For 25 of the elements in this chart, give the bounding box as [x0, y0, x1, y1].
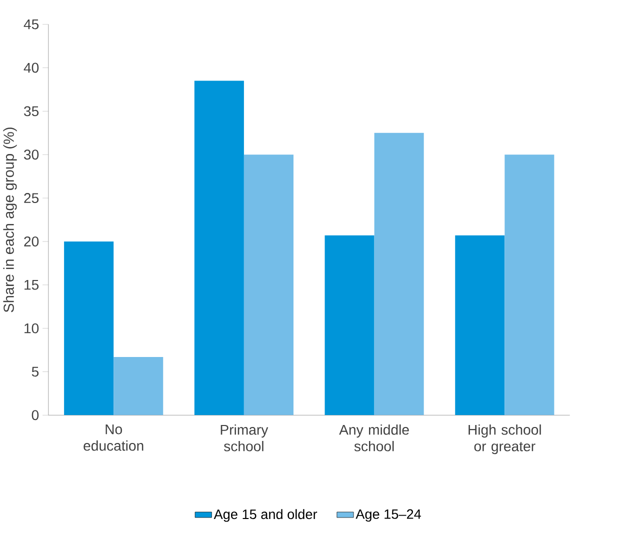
bar: [194, 80, 244, 416]
bar: [64, 241, 114, 416]
legend-label: Age 15 and older: [214, 509, 318, 522]
y-axis-title: Share in each age group (%): [3, 128, 17, 312]
y-tick-label: 15: [24, 280, 39, 290]
bar: [114, 356, 164, 416]
legend-label: Age 15–24: [356, 509, 421, 522]
y-tick-label: 45: [24, 19, 39, 30]
y-tick-label: 40: [24, 62, 39, 73]
bar: [374, 132, 424, 416]
x-tick-label: Primary school: [220, 424, 268, 452]
bar: [324, 235, 374, 416]
y-tick-label: 20: [24, 236, 39, 246]
y-tick-label: 35: [24, 106, 39, 116]
y-tick-label: 25: [24, 193, 39, 204]
y-tick-label: 30: [24, 150, 39, 160]
x-tick-label: No education: [84, 424, 144, 451]
y-tick-label: 0: [32, 410, 39, 420]
x-tick-label: High school or greater: [468, 424, 541, 454]
x-tick-label: Any middle school: [339, 424, 409, 452]
y-tick-label: 5: [32, 366, 39, 377]
y-tick-label: 10: [24, 323, 39, 334]
bar: [455, 235, 505, 416]
bar: [504, 154, 554, 416]
bar: [244, 154, 294, 416]
